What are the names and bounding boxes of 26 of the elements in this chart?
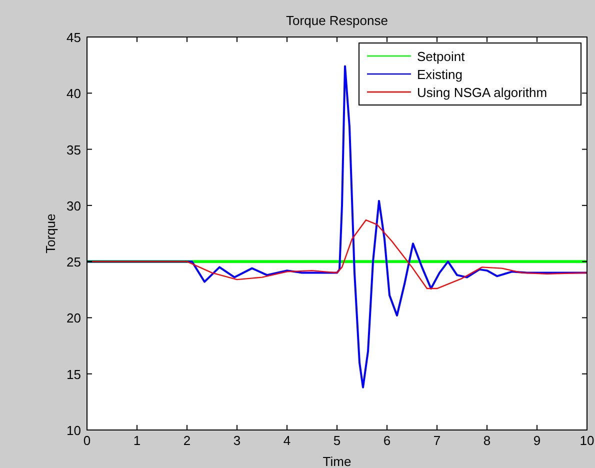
x-tick-label: 6 (383, 433, 391, 448)
y-tick-label: 30 (66, 198, 81, 214)
x-tick-label: 8 (483, 433, 491, 448)
y-axis-title: Torque (43, 214, 58, 254)
line-series (86, 65, 588, 388)
x-tick-label: 10 (580, 433, 594, 448)
y-tick-label: 10 (66, 423, 81, 438)
y-tick-label: 40 (66, 86, 81, 102)
x-tick-label: 7 (433, 433, 441, 448)
chart-title: Torque Response (286, 13, 388, 28)
y-tick-label: 45 (66, 30, 81, 45)
y-tick-label: 35 (66, 142, 81, 158)
y-tick-label: 15 (66, 366, 81, 382)
x-tick-label: 4 (283, 433, 291, 448)
x-tick-label: 2 (183, 433, 191, 448)
y-tick-label: 20 (66, 310, 81, 326)
legend-label: Using NSGA algorithm (417, 85, 548, 100)
x-tick-label: 5 (333, 433, 341, 448)
legend-label: Existing (417, 67, 463, 82)
y-tick-label: 25 (66, 254, 81, 270)
legend-label: Setpoint (417, 49, 466, 64)
x-tick-label: 0 (83, 433, 91, 448)
x-tick-label: 9 (533, 433, 541, 448)
x-tick-label: 1 (133, 433, 141, 448)
x-tick-label: 3 (233, 433, 241, 448)
x-axis-title: Time (322, 454, 352, 468)
